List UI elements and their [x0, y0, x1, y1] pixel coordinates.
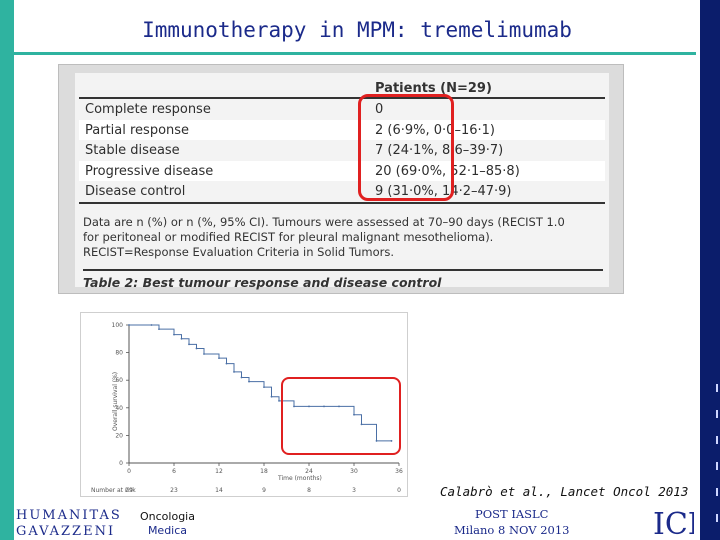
response-table-panel: Patients (N=29) Complete response 0 Part… [75, 73, 609, 290]
y-tick-label: 80 [115, 350, 123, 357]
survival-point [390, 440, 393, 442]
survival-point [375, 440, 378, 442]
survival-point [225, 362, 228, 365]
y-tick-label: 20 [115, 432, 123, 439]
table-footnote: Data are n (%) or n (%, 95% CI). Tumours… [83, 215, 603, 260]
table-row: Stable disease 7 (24·1%, 8·6–39·7) [79, 140, 605, 161]
row-label: Partial response [85, 122, 190, 138]
survival-point [158, 328, 160, 331]
table-row: Progressive disease 20 (69·0%, 52·1–85·8… [79, 160, 605, 181]
footnote-line: for peritoneal or modified RECIST for pl… [83, 230, 494, 244]
response-table: Patients (N=29) Complete response 0 Part… [79, 77, 605, 204]
row-label: Complete response [85, 102, 211, 117]
survival-point [188, 343, 190, 346]
survival-plot-card: 0 20 40 60 80 100 0 6 12 18 24 30 36 Overall surviva… [80, 312, 408, 497]
number-at-risk-value: 3 [352, 487, 356, 494]
event-line: Milano 8 NOV 2013 [454, 523, 570, 537]
survival-point [218, 357, 220, 360]
survival-point [323, 405, 325, 408]
survival-point [195, 347, 198, 350]
survival-point [128, 324, 130, 326]
y-tick-label: 0 [119, 460, 123, 467]
x-axis-label: Time (months) [277, 475, 322, 482]
number-at-risk-value: 8 [307, 487, 311, 494]
survival-point [203, 353, 205, 355]
y-tick-label: 100 [112, 322, 124, 329]
row-value: 0 [375, 102, 384, 117]
humanitas-logo: HUMANITAS GAVAZZENI [16, 508, 122, 540]
number-at-risk-value: 9 [262, 487, 266, 494]
department-line: Medica [147, 524, 188, 537]
footnote-line: Data are n (%) or n (%, 95% CI). Tumours… [83, 215, 565, 229]
row-label: Stable disease [85, 143, 180, 158]
ich-logo-text: ICH [653, 507, 694, 538]
table-row: Partial response 2 (6·9%, 0·0–16·1) [79, 119, 605, 140]
right-bar-ticks [716, 380, 720, 530]
table-bottom-rule [79, 201, 605, 204]
number-at-risk-value: 0 [397, 487, 401, 494]
row-value: 2 (6·9%, 0·0–16·1) [375, 122, 495, 138]
survival-point [360, 423, 363, 426]
table-header: Patients (N=29) [79, 77, 605, 99]
x-tick-label: 0 [127, 468, 131, 475]
department-label: Oncologia Medica [140, 510, 195, 538]
x-tick-label: 18 [260, 468, 268, 475]
x-tick-label: 36 [395, 468, 403, 475]
citation: Calabrò et al., Lancet Oncol 2013 [440, 484, 689, 499]
number-at-risk-value: 14 [215, 487, 223, 494]
survival-point [180, 337, 183, 340]
x-tick-label: 30 [350, 468, 358, 475]
survival-point [293, 405, 295, 408]
right-accent-bar [700, 0, 720, 540]
number-at-risk-value: 29 [125, 487, 133, 494]
row-label: Disease control [85, 184, 186, 199]
row-value: 9 (31·0%, 14·2–47·9) [375, 184, 512, 199]
number-at-risk-label: Number at risk [91, 487, 136, 494]
department-line: Oncologia [140, 510, 195, 523]
patients-column-header: Patients (N=29) [375, 81, 492, 96]
table-caption: Table 2: Best tumour response and diseas… [83, 269, 603, 290]
survival-point [233, 371, 235, 373]
x-tick-label: 6 [172, 468, 176, 475]
response-table-card: Patients (N=29) Complete response 0 Part… [58, 64, 624, 294]
survival-point [240, 376, 243, 379]
event-line: POST IASLC [474, 507, 549, 521]
number-at-risk-value: 23 [170, 487, 178, 494]
highlight-box-responses [358, 94, 454, 201]
survival-point [173, 333, 175, 336]
survival-point [353, 413, 355, 416]
y-axis-label: Overall survival (%) [112, 372, 119, 431]
row-value: 7 (24·1%, 8·6–39·7) [375, 143, 504, 158]
row-value: 20 (69·0%, 52·1–85·8) [375, 163, 520, 179]
logo-line: GAVAZZENI [16, 524, 116, 539]
event-label: POST IASLC Milano 8 NOV 2013 [454, 506, 569, 538]
slide-title: Immunotherapy in MPM: tremelimumab [142, 18, 572, 42]
survival-point [270, 395, 273, 398]
title-underline [14, 52, 696, 55]
left-accent-bar [0, 0, 14, 540]
survival-point [338, 405, 340, 408]
survival-point [278, 400, 280, 402]
y-tick-label: 60 [115, 377, 123, 384]
table-row: Disease control 9 (31·0%, 14·2–47·9) [79, 181, 605, 202]
survival-point [263, 386, 265, 388]
row-label: Progressive disease [85, 163, 214, 179]
table-row: Complete response 0 [79, 99, 605, 120]
x-tick-label: 12 [215, 468, 223, 475]
footnote-line: RECIST=Response Evaluation Criteria in S… [83, 245, 395, 259]
highlight-box-survival-tail [281, 377, 401, 455]
logo-line: HUMANITAS [16, 508, 122, 523]
survival-point [248, 380, 250, 383]
ich-logo: ICH [653, 507, 694, 538]
x-tick-label: 24 [305, 468, 313, 475]
y-tick-label: 40 [115, 405, 123, 412]
survival-point [150, 324, 153, 326]
survival-point [308, 405, 310, 408]
